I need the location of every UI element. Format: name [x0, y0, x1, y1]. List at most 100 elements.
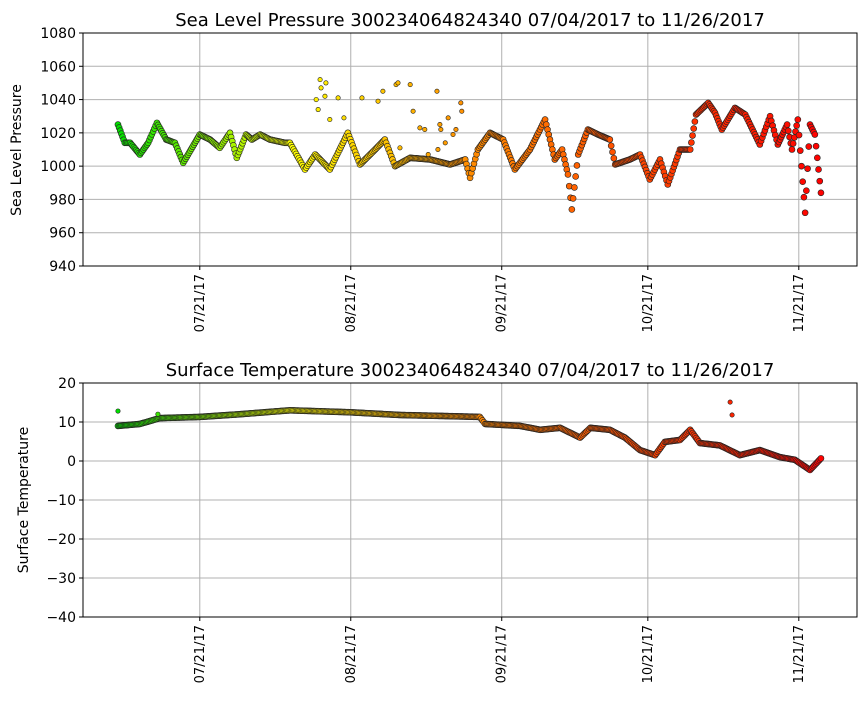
pressure-outlier-point [323, 80, 329, 86]
pressure-y-tick-label: 940 [49, 259, 76, 275]
pressure-data-point [785, 127, 792, 135]
pressure-y-tick-label: 960 [49, 226, 76, 242]
pressure-data-point [798, 162, 805, 170]
pressure-data-point [800, 193, 808, 201]
temperature-y-tick-label: 0 [67, 454, 76, 470]
temperature-y-tick-label: −10 [46, 493, 76, 509]
pressure-chart-title: Sea Level Pressure 300234064824340 07/04… [175, 10, 765, 31]
temperature-x-tick-label: 09/21/17 [495, 625, 510, 683]
pressure-outlier-point [422, 127, 428, 133]
temperature-data-point [817, 455, 825, 462]
temperature-outlier-point [727, 399, 733, 405]
pressure-data-point [816, 177, 824, 185]
temperature-y-axis-label: Surface Temperature [16, 427, 32, 573]
pressure-outlier-point [318, 85, 324, 91]
temperature-y-tick-label: −20 [46, 532, 76, 548]
pressure-data-point [815, 166, 822, 173]
pressure-data-point [607, 142, 615, 150]
pressure-data-point [804, 165, 811, 172]
pressure-data-point [606, 136, 614, 143]
pressure-data-point [794, 116, 802, 123]
pressure-data-point [805, 143, 813, 150]
pressure-outlier-point [375, 98, 381, 104]
pressure-y-tick-label: 980 [49, 192, 76, 208]
pressure-x-tick-label: 11/21/17 [792, 274, 807, 332]
pressure-y-tick-label: 1000 [40, 159, 76, 175]
pressure-data-point [690, 125, 698, 132]
pressure-data-point [796, 147, 804, 154]
pressure-y-tick-label: 1040 [40, 93, 76, 109]
pressure-y-tick-label: 1080 [40, 26, 76, 42]
pressure-data-point [572, 173, 579, 180]
pressure-x-tick-label: 07/21/17 [193, 274, 208, 332]
pressure-data-point [793, 122, 800, 129]
pressure-outlier-point [335, 95, 341, 101]
pressure-data-point [571, 184, 578, 191]
pressure-outlier-point [458, 100, 464, 106]
pressure-y-tick-label: 1060 [40, 59, 76, 75]
pressure-data-point [564, 171, 572, 178]
temperature-axes-frame [82, 382, 858, 618]
temperature-y-tick-label: −40 [46, 610, 76, 626]
pressure-data-point [799, 178, 806, 185]
temperature-y-tick-label: 20 [58, 376, 76, 392]
pressure-data-point [783, 121, 791, 128]
pressure-data-point [789, 140, 797, 147]
temperature-x-tick-label: 10/21/17 [641, 625, 656, 683]
temperature-y-tick-label: 10 [58, 415, 76, 431]
temperature-x-tick-label: 07/21/17 [193, 625, 208, 683]
temperature-y-tick-label: −30 [46, 571, 76, 587]
pressure-y-tick-label: 1020 [40, 126, 76, 142]
temperature-x-tick-label: 11/21/17 [792, 625, 807, 683]
pressure-outlier-point [437, 122, 443, 128]
pressure-x-tick-label: 10/21/17 [641, 274, 656, 332]
pressure-x-tick-label: 08/21/17 [344, 274, 359, 332]
pressure-outlier-point [417, 125, 423, 131]
pressure-outlier-point [322, 93, 328, 99]
pressure-data-point [817, 189, 825, 197]
pressure-data-point [688, 139, 695, 146]
pressure-data-point [686, 146, 694, 153]
temperature-series-track [114, 399, 825, 474]
pressure-outlier-point [359, 95, 365, 101]
pressure-data-point [812, 142, 820, 150]
pressure-data-point [610, 154, 618, 162]
pressure-data-point [609, 148, 616, 156]
pressure-data-point [568, 206, 576, 213]
pressure-data-point [569, 195, 577, 202]
pressure-data-point [811, 131, 819, 138]
pressure-data-point [689, 132, 696, 139]
pressure-outlier-point [397, 145, 403, 151]
pressure-outlier-point [442, 140, 448, 146]
pressure-data-point [801, 209, 809, 217]
temperature-outlier-point [155, 411, 161, 417]
pressure-y-axis-label: Sea Level Pressure [9, 84, 25, 216]
pressure-outlier-point [380, 88, 386, 94]
pressure-outlier-point [435, 147, 441, 153]
pressure-data-point [795, 131, 803, 139]
pressure-outlier-point [438, 127, 444, 133]
pressure-outlier-point [434, 88, 440, 94]
pressure-data-point [803, 187, 810, 194]
pressure-outlier-point [395, 80, 401, 86]
temperature-chart: Surface Temperature 300234064824340 07/0… [16, 360, 858, 683]
pressure-data-point [814, 154, 821, 162]
pressure-outlier-point [313, 97, 319, 103]
pressure-outlier-point [327, 117, 333, 123]
temperature-chart-title: Surface Temperature 300234064824340 07/0… [166, 360, 775, 381]
pressure-x-tick-label: 09/21/17 [495, 274, 510, 332]
pressure-outlier-point [459, 108, 465, 114]
pressure-outlier-point [410, 108, 416, 114]
pressure-chart: Sea Level Pressure 300234064824340 07/04… [9, 10, 858, 332]
pressure-outlier-point [315, 107, 321, 113]
pressure-outlier-point [341, 115, 347, 121]
temperature-outlier-point [729, 412, 735, 418]
pressure-outlier-point [317, 77, 323, 83]
pressure-data-point [691, 118, 699, 125]
pressure-outlier-point [425, 151, 431, 157]
pressure-outlier-point [453, 127, 459, 133]
pressure-outlier-point [407, 82, 413, 88]
pressure-series-track [114, 77, 825, 217]
pressure-data-point [573, 162, 581, 169]
